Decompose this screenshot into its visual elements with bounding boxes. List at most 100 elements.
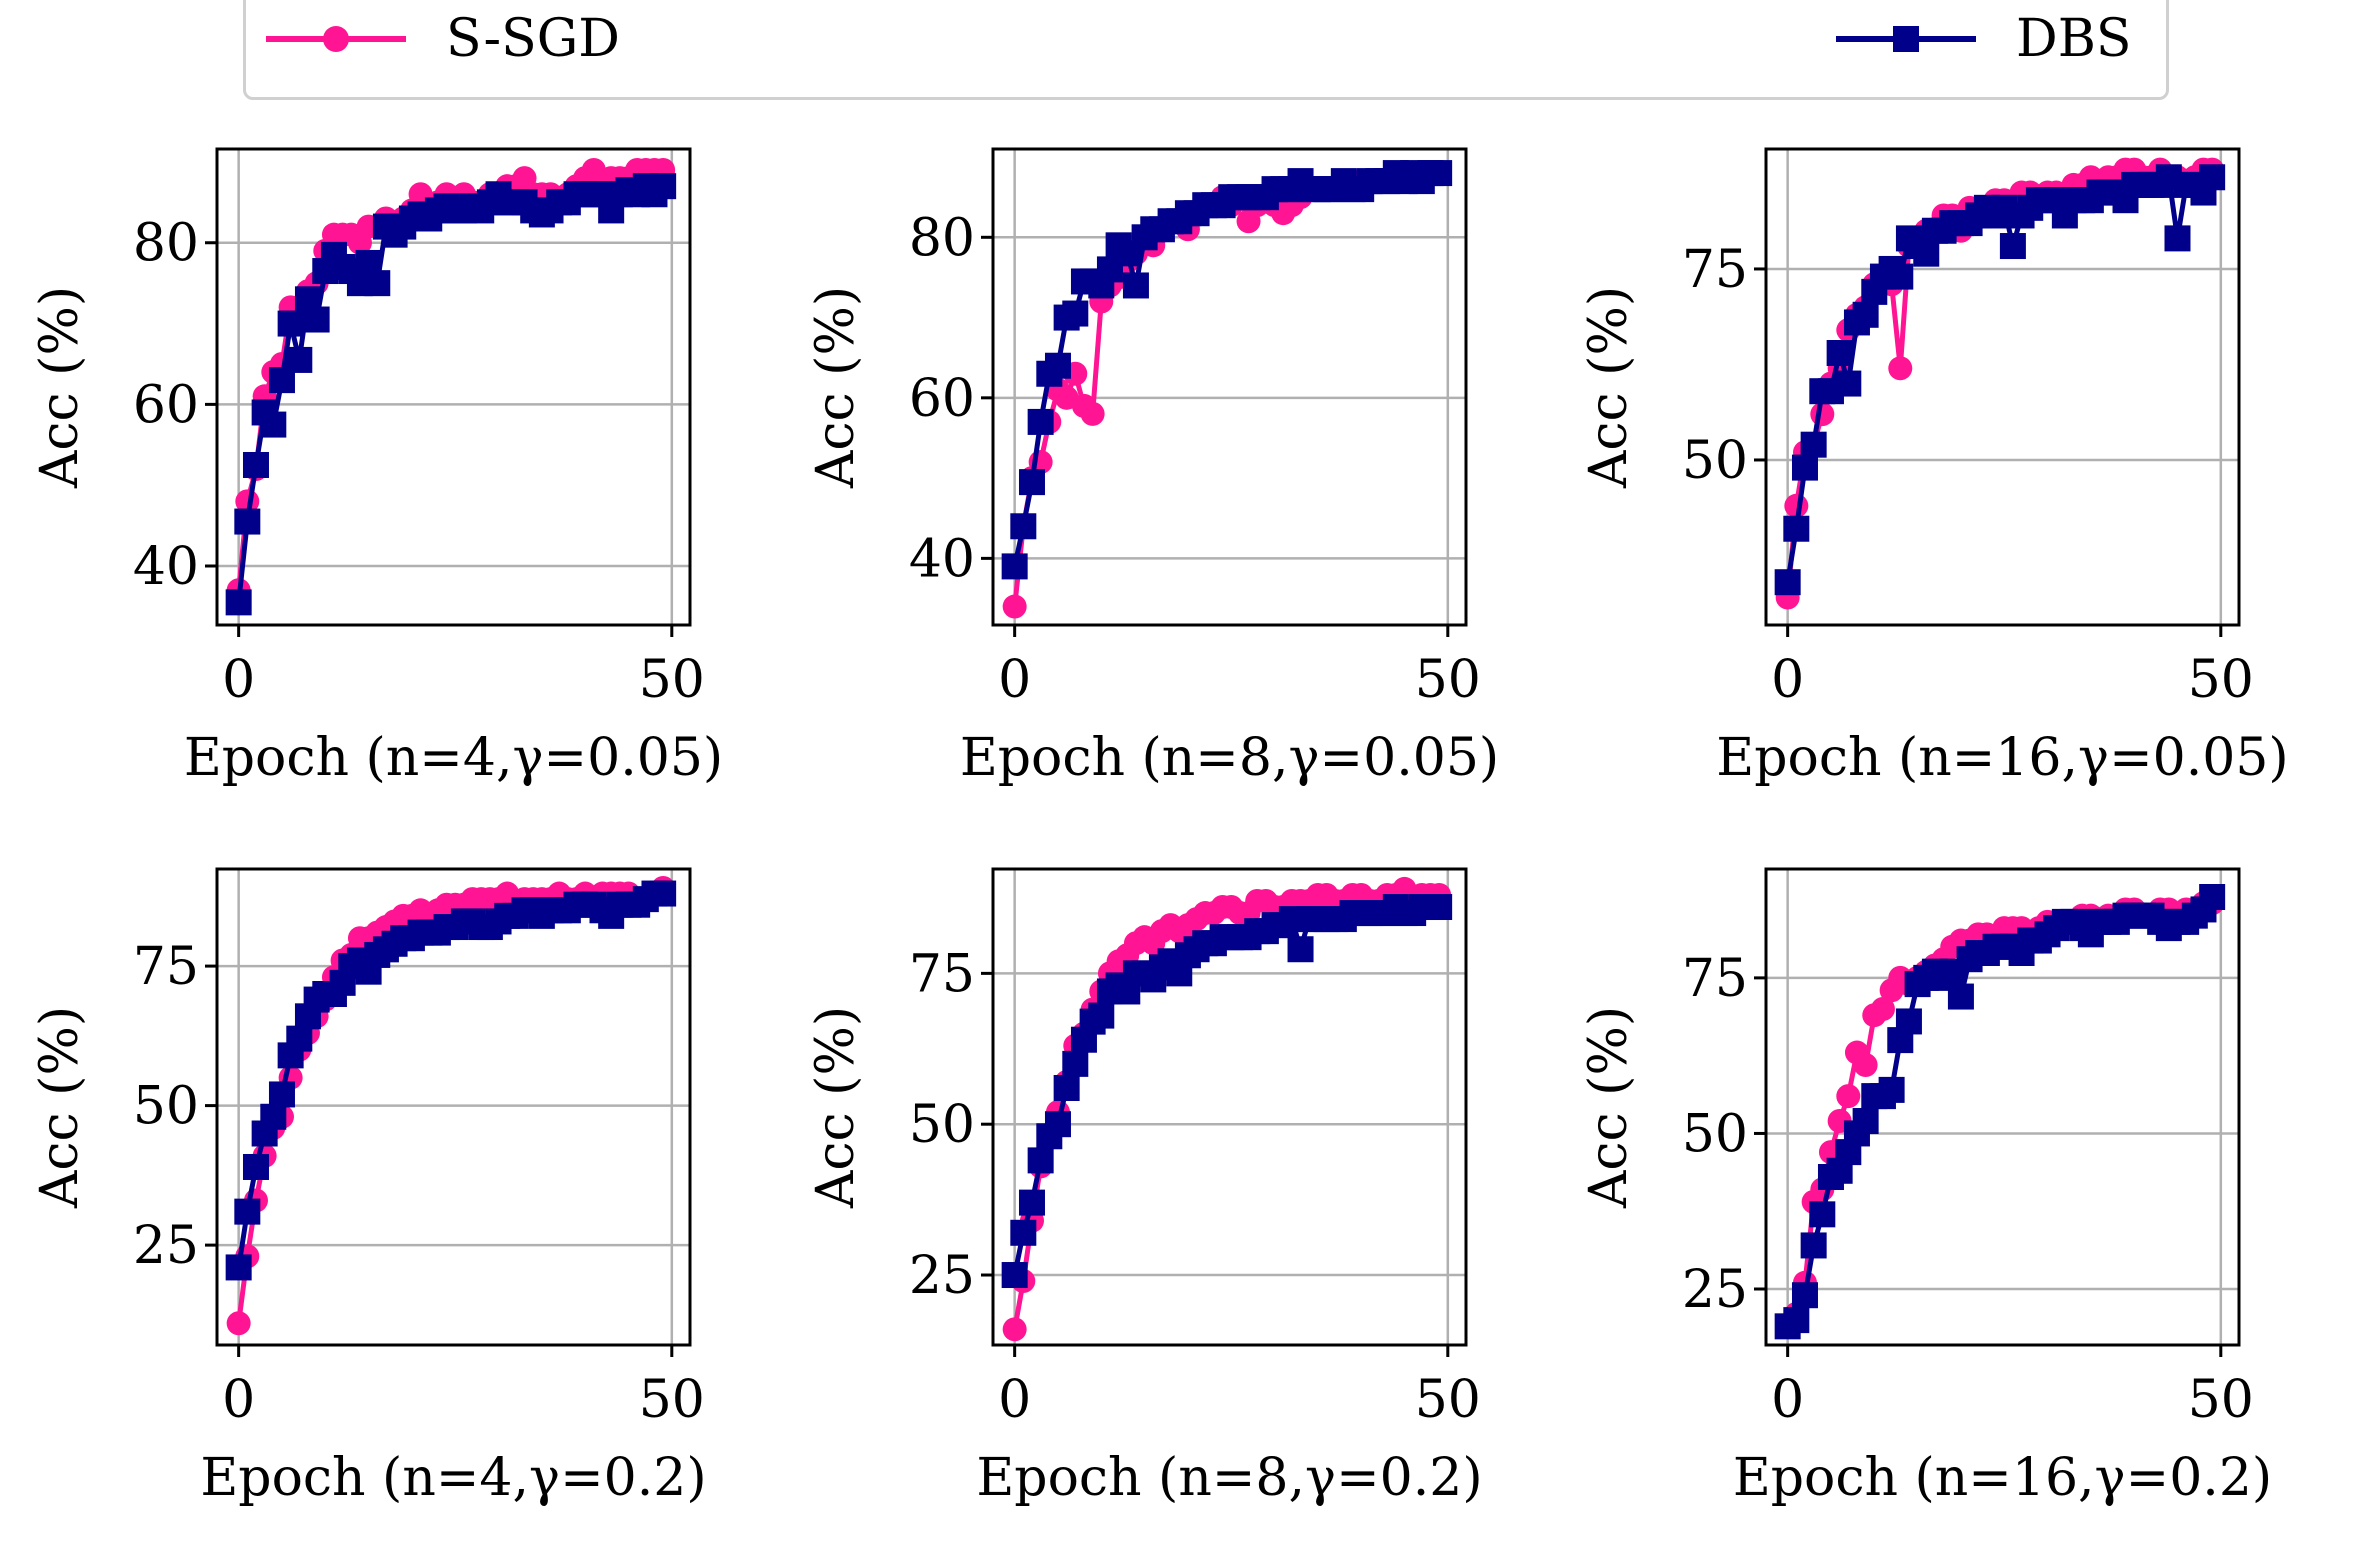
axes-frame [991, 867, 1468, 1347]
data-point-dbs [1947, 983, 1974, 1010]
x-tick-label: 0 [998, 650, 1031, 710]
data-point-dbs [234, 508, 261, 535]
legend-marker-square-icon [1836, 26, 1976, 52]
series-line-s-sgd [236, 167, 664, 591]
data-point-dbs [1027, 1147, 1054, 1174]
data-point-dbs [1852, 301, 1879, 328]
x-tick-label: 50 [2188, 1370, 2254, 1430]
data-point-dbs [1791, 1282, 1818, 1309]
legend-label-s-sgd: S-SGD [446, 9, 620, 69]
data-point-dbs [1791, 454, 1818, 481]
data-point-dbs [364, 270, 391, 297]
subplot-6: 0 50 25 50 75 Epoch (n=16,γ=0.2) Acc (%) [1579, 867, 2272, 1508]
subplot-1: 0 50 40 60 80 Epoch (n=4,γ=0.05) Acc (%) [30, 147, 723, 788]
data-point-dbs [242, 1153, 269, 1180]
data-point-dbs [225, 1254, 252, 1281]
data-point-dbs [225, 589, 252, 616]
data-point-dbs [1018, 469, 1045, 496]
x-axis-label: Epoch (n=4,γ=0.05) [184, 728, 723, 788]
data-point-dbs [1062, 1050, 1089, 1077]
x-axis-label: Epoch (n=16,γ=0.2) [1733, 1448, 2272, 1508]
data-point-s-sgd [1002, 1317, 1027, 1342]
series-line-dbs [236, 891, 664, 1268]
data-point-dbs [1809, 1201, 1836, 1228]
data-point-s-sgd [1888, 356, 1913, 381]
data-point-dbs [303, 306, 330, 333]
x-tick-label: 0 [1771, 1370, 1804, 1430]
data-point-dbs [286, 1025, 313, 1052]
subplot-4: 0 50 25 50 75 Epoch (n=4,γ=0.2) Acc (%) [30, 867, 707, 1508]
y-axis-label: Acc (%) [30, 1006, 90, 1209]
subplot-5: 0 50 25 50 75 Epoch (n=8,γ=0.2) Acc (%) [806, 867, 1483, 1508]
data-point-dbs [1999, 233, 2026, 260]
y-tick-label: 75 [909, 944, 975, 1004]
data-point-dbs [1001, 1262, 1028, 1289]
legend: S-SGD DBS [243, 0, 2169, 100]
x-tick-label: 50 [2188, 650, 2254, 710]
data-point-dbs [1895, 1008, 1922, 1035]
axes-frame [991, 147, 1468, 627]
data-point-dbs [1287, 936, 1314, 963]
data-point-dbs [1774, 569, 1801, 596]
data-point-dbs [1913, 240, 1940, 267]
data-point-dbs [1800, 1232, 1827, 1259]
x-axis-label: Epoch (n=4,γ=0.2) [200, 1448, 706, 1508]
axes-frame [1764, 147, 2241, 627]
data-point-dbs [277, 310, 304, 337]
data-point-dbs [1426, 894, 1453, 921]
axes-frame [215, 147, 692, 627]
data-point-dbs [242, 451, 269, 478]
y-axis-label: Acc (%) [806, 286, 866, 489]
data-point-dbs [260, 411, 287, 438]
y-tick-label: 50 [1682, 431, 1748, 491]
subplot-2: 0 50 40 60 80 Epoch (n=8,γ=0.05) Acc (%) [806, 147, 1499, 788]
data-point-dbs [268, 1081, 295, 1108]
y-axis-label: Acc (%) [1579, 286, 1639, 489]
legend-label-dbs: DBS [2016, 9, 2132, 69]
data-point-dbs [1783, 1307, 1810, 1334]
x-tick-label: 50 [639, 1370, 705, 1430]
legend-entry-s-sgd: S-SGD [266, 9, 620, 69]
y-tick-label: 40 [133, 537, 199, 597]
data-point-dbs [1044, 1111, 1071, 1138]
data-point-dbs [1887, 263, 1914, 290]
data-point-dbs [650, 173, 677, 200]
data-point-dbs [1010, 1219, 1037, 1246]
x-tick-label: 0 [222, 650, 255, 710]
x-tick-label: 0 [1771, 650, 1804, 710]
data-point-dbs [1062, 300, 1089, 327]
data-point-dbs [260, 1103, 287, 1130]
y-tick-label: 40 [909, 529, 975, 589]
data-point-dbs [650, 880, 677, 907]
data-point-s-sgd [1870, 997, 1895, 1021]
y-tick-label: 75 [133, 937, 199, 997]
y-tick-label: 25 [909, 1246, 975, 1306]
data-point-dbs [1088, 1002, 1115, 1029]
data-point-dbs [2164, 225, 2191, 252]
data-point-s-sgd [1080, 401, 1105, 426]
y-tick-label: 25 [133, 1216, 199, 1276]
data-point-dbs [2199, 884, 2226, 910]
legend-marker-circle-icon [266, 26, 406, 52]
y-tick-label: 25 [1682, 1260, 1748, 1320]
data-point-dbs [234, 1198, 261, 1225]
x-tick-label: 0 [998, 1370, 1031, 1430]
y-axis-label: Acc (%) [30, 286, 90, 489]
subplot-3: 0 50 50 75 Epoch (n=16,γ=0.05) Acc (%) [1579, 147, 2289, 788]
data-point-dbs [1018, 1189, 1045, 1216]
data-point-dbs [1800, 431, 1827, 458]
data-point-dbs [1878, 1076, 1905, 1103]
data-point-dbs [1027, 408, 1054, 435]
y-axis-label: Acc (%) [806, 1006, 866, 1209]
series-line-dbs [236, 183, 665, 603]
data-point-dbs [1044, 352, 1071, 379]
x-tick-label: 50 [1415, 1370, 1481, 1430]
x-axis-label: Epoch (n=16,γ=0.05) [1716, 728, 2288, 788]
y-tick-label: 50 [909, 1095, 975, 1155]
x-tick-label: 0 [222, 1370, 255, 1430]
data-point-dbs [1001, 553, 1028, 580]
y-tick-label: 75 [1682, 949, 1748, 1009]
data-point-dbs [1783, 515, 1810, 542]
y-tick-label: 50 [133, 1077, 199, 1137]
